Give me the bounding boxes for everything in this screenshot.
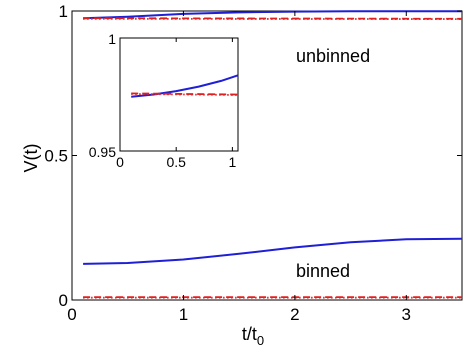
main-y-tick-label: 0 xyxy=(59,291,68,310)
y-axis-label: V(t) xyxy=(21,144,41,173)
annotation-binned: binned xyxy=(296,261,350,281)
main-ticks-group: 0 1 2 3 0 0.5 1 xyxy=(44,2,462,324)
x-axis-label: t/t0 xyxy=(242,324,264,348)
inset-y-tick-label: 0.95 xyxy=(89,144,116,160)
main-x-tick-label: 3 xyxy=(402,305,411,324)
main-series-4-line xyxy=(83,237,463,265)
main-x-tick-label: 2 xyxy=(290,305,299,324)
inset-y-tick-label: 1 xyxy=(108,31,116,47)
annotation-unbinned: unbinned xyxy=(296,46,370,66)
inset-series-1-line xyxy=(131,74,239,98)
inset-x-tick-label: 0.5 xyxy=(166,154,186,170)
main-x-tick-label: 1 xyxy=(179,305,188,324)
inset-series-group xyxy=(131,74,239,98)
main-y-tick-label: 0.5 xyxy=(44,147,68,166)
inset-x-tick-label: 0 xyxy=(116,154,124,170)
main-series-1-line xyxy=(83,10,462,20)
main-series-group xyxy=(83,10,463,299)
x-axis-label-subscript: 0 xyxy=(257,333,264,348)
inset-series-3-line xyxy=(131,93,239,96)
main-x-tick-label: 0 xyxy=(67,305,76,324)
inset-x-tick-label: 1 xyxy=(228,154,236,170)
main-y-tick-label: 1 xyxy=(59,2,68,21)
x-axis-label-main: t/t xyxy=(242,324,257,344)
inset-ticks-group: 0 0.5 1 0.95 1 xyxy=(89,31,238,170)
